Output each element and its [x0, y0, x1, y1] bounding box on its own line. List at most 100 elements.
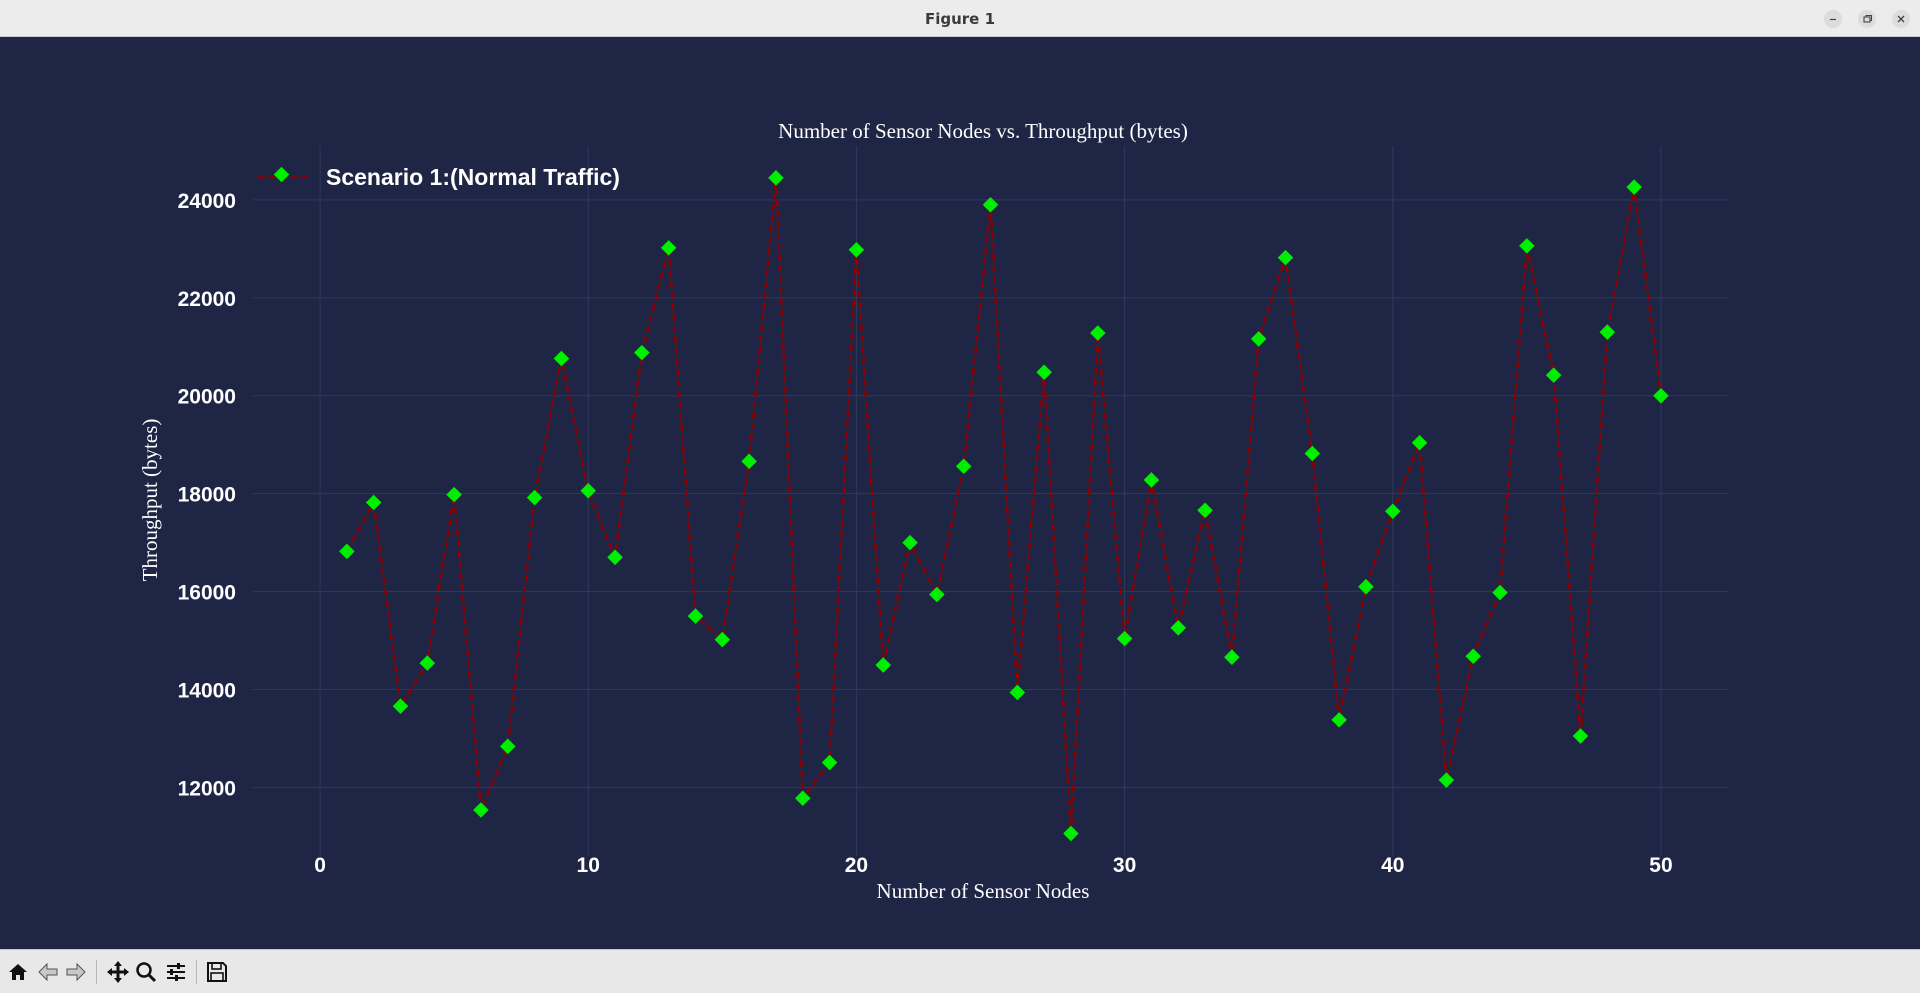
data-point	[392, 698, 409, 714]
data-point	[419, 655, 436, 671]
data-point	[1277, 249, 1294, 266]
series-line	[345, 176, 1663, 835]
window-title: Figure 1	[924, 10, 996, 28]
save-button[interactable]	[203, 958, 231, 986]
close-button[interactable]	[1892, 10, 1910, 28]
close-icon	[1897, 15, 1905, 23]
data-point	[955, 458, 972, 475]
data-point	[687, 608, 704, 624]
figure-canvas[interactable]: 0 10 20 30 40 50 12000 14000 16000 18000 20000 2200…	[0, 38, 1920, 949]
data-point	[768, 170, 784, 186]
data-point	[1653, 387, 1669, 404]
x-axis-label: Number of Sensor Nodes	[877, 879, 1090, 903]
x-tick-label: 50	[1649, 854, 1672, 877]
configure-subplots-button[interactable]	[162, 958, 190, 986]
data-point	[1036, 364, 1052, 380]
restore-button[interactable]	[1858, 10, 1876, 28]
back-button[interactable]	[34, 958, 62, 986]
x-tick-label: 20	[845, 854, 868, 877]
data-point	[794, 790, 811, 806]
data-point	[1599, 324, 1616, 340]
y-tick-label: 12000	[178, 777, 236, 800]
data-point	[580, 482, 597, 499]
minimize-icon	[1830, 18, 1836, 21]
data-point	[1626, 179, 1642, 195]
data-point	[875, 657, 892, 673]
data-point	[1384, 503, 1401, 520]
y-tick-label: 18000	[178, 484, 236, 507]
data-point	[1465, 648, 1482, 664]
data-point	[1411, 434, 1428, 451]
zoom-button[interactable]	[132, 958, 160, 986]
data-point	[1116, 630, 1133, 647]
series-group	[339, 170, 1669, 842]
data-point	[1063, 825, 1079, 842]
configure-subplots-icon	[167, 963, 185, 981]
minimize-button[interactable]	[1824, 10, 1842, 28]
data-point	[1492, 584, 1508, 601]
y-tick-label: 14000	[178, 680, 236, 703]
data-point	[1358, 578, 1374, 595]
window-titlebar[interactable]: Figure 1	[0, 0, 1920, 37]
chart: 0 10 20 30 40 50 12000 14000 16000 18000 20000 2200…	[138, 119, 1728, 903]
save-icon	[207, 962, 227, 982]
home-icon	[9, 964, 27, 980]
data-point	[634, 344, 650, 361]
y-axis-label: Throughput (bytes)	[138, 419, 162, 582]
data-point	[526, 489, 543, 506]
ticks: 0 10 20 30 40 50 12000 14000 16000 18000 20000 2200…	[178, 190, 1673, 877]
legend: Scenario 1:(Normal Traffic)	[258, 164, 620, 190]
x-tick-label: 0	[314, 854, 326, 877]
toolbar	[0, 949, 1920, 993]
data-point	[1170, 620, 1187, 636]
x-tick-label: 10	[577, 854, 600, 877]
restore-icon	[1863, 15, 1872, 23]
chart-title: Number of Sensor Nodes vs. Throughput (b…	[778, 119, 1188, 143]
data-point	[553, 350, 570, 367]
data-point	[1545, 367, 1562, 383]
forward-icon	[66, 962, 86, 982]
data-point	[339, 543, 355, 560]
toolbar-separator	[96, 960, 97, 984]
data-point	[902, 534, 918, 551]
data-point	[1143, 472, 1160, 488]
legend-label: Scenario 1:(Normal Traffic)	[326, 164, 620, 190]
y-tick-label: 16000	[178, 582, 236, 605]
data-point	[1197, 502, 1213, 519]
data-point	[982, 196, 999, 213]
y-tick-label: 22000	[178, 288, 236, 311]
data-point	[499, 738, 516, 755]
data-point	[473, 802, 489, 818]
legend-marker	[273, 166, 290, 183]
pan-icon	[107, 961, 129, 983]
data-point	[446, 486, 462, 503]
data-point	[929, 586, 945, 603]
data-point	[1519, 238, 1535, 254]
x-tick-label: 40	[1381, 854, 1404, 877]
data-point	[607, 549, 623, 566]
data-point	[1250, 331, 1267, 347]
data-point	[1009, 684, 1026, 701]
data-point	[1572, 728, 1589, 744]
y-tick-label: 24000	[178, 190, 236, 213]
x-tick-label: 30	[1113, 854, 1136, 877]
forward-button[interactable]	[62, 958, 90, 986]
pan-button[interactable]	[104, 958, 132, 986]
data-point	[1331, 712, 1347, 728]
data-point	[365, 494, 382, 511]
data-point	[848, 242, 865, 258]
grid	[253, 146, 1728, 856]
data-point	[1089, 325, 1106, 341]
data-point	[1438, 772, 1455, 788]
back-icon	[38, 962, 58, 982]
data-point	[741, 453, 757, 470]
toolbar-separator	[196, 960, 197, 984]
data-point	[1224, 649, 1240, 665]
y-tick-label: 20000	[178, 386, 236, 409]
home-button[interactable]	[4, 958, 32, 986]
data-point	[1304, 445, 1321, 462]
data-point	[821, 754, 838, 771]
zoom-icon	[136, 962, 157, 983]
data-point	[660, 240, 677, 256]
data-point	[714, 631, 731, 648]
